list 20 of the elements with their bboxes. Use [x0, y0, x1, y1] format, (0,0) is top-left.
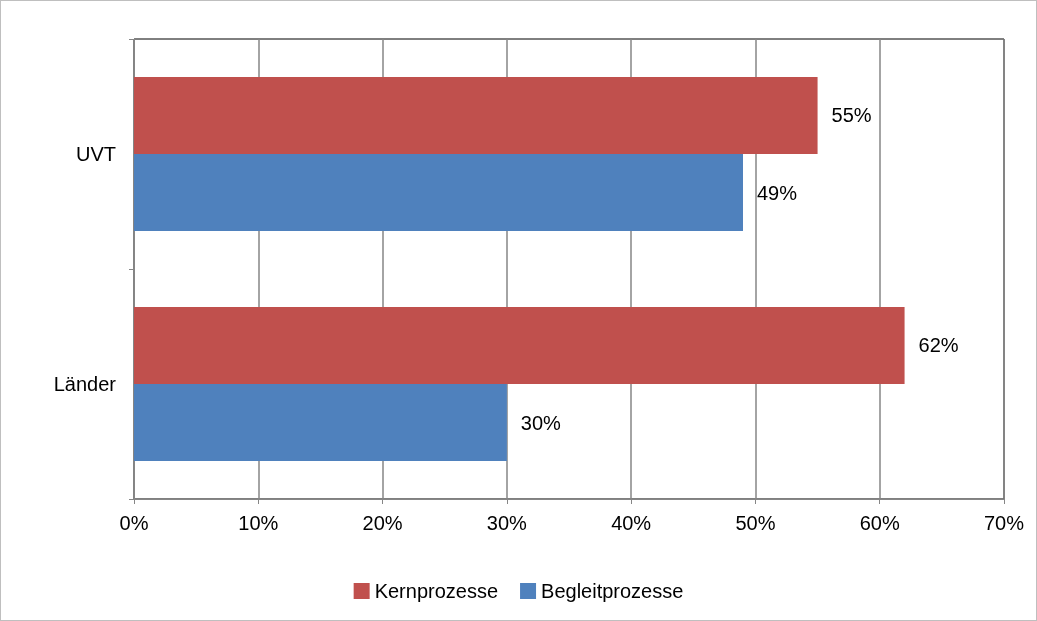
data-label: 55%	[831, 104, 872, 127]
y-tick-label: UVT	[76, 143, 116, 165]
bar	[134, 306, 905, 384]
x-tick-label: 0%	[119, 512, 149, 534]
x-tick-label: 60%	[859, 512, 900, 534]
bar	[134, 384, 507, 462]
bar	[134, 76, 818, 154]
legend-label: Kernprozesse	[374, 580, 499, 602]
bar	[134, 154, 743, 232]
data-label: 49%	[757, 181, 798, 204]
y-tick-label: Länder	[53, 373, 117, 395]
x-tick-label: 50%	[735, 512, 776, 534]
legend-label: Begleitprozesse	[541, 580, 684, 602]
data-label: 62%	[918, 334, 959, 357]
x-tick-label: 10%	[238, 512, 279, 534]
x-tick-label: 20%	[362, 512, 403, 534]
x-tick-label: 40%	[611, 512, 652, 534]
x-tick-label: 30%	[486, 512, 528, 534]
data-label: 30%	[520, 411, 562, 434]
x-tick-label: 70%	[983, 512, 1025, 534]
